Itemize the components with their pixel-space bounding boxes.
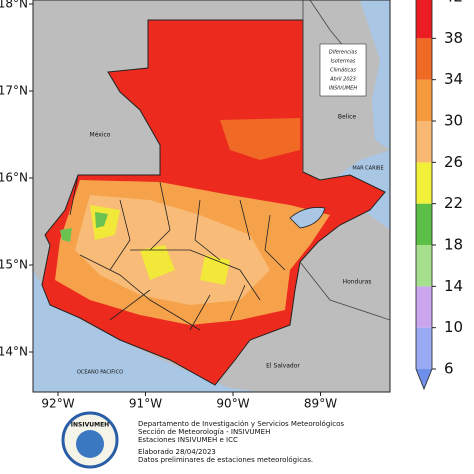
colorbar-label: 14 — [444, 277, 463, 295]
place-label: MAR CARIBE — [352, 166, 383, 172]
place-label: Belice — [338, 114, 356, 121]
colorbar-label: 42 — [444, 0, 463, 6]
colorbar-under — [416, 369, 432, 389]
colorbar-segment — [416, 38, 432, 80]
legend-box-text: Climáticas — [330, 67, 356, 74]
colorbar-label: 10 — [444, 318, 463, 336]
caribbean-sea-north — [360, 0, 390, 150]
lon-label: 92°W — [41, 397, 74, 411]
colorbar-segment — [416, 286, 432, 328]
colorbar-label: 18 — [444, 236, 463, 254]
temperature-zone — [60, 212, 108, 242]
colorbar-segment — [416, 327, 432, 369]
map-frame — [32, 0, 391, 393]
colorbar-segment — [416, 0, 432, 39]
lake-izabal — [289, 207, 326, 229]
colorbar-segment — [416, 245, 432, 287]
lat-label: 17°N — [0, 84, 28, 98]
pacific-ocean — [33, 270, 260, 392]
colorbar-label: 30 — [444, 112, 463, 130]
place-label: México — [90, 132, 111, 139]
colorbar-segment — [416, 203, 432, 245]
colorbar-label: 38 — [444, 29, 463, 47]
colorbar-segment — [416, 162, 432, 204]
footer-line: Estaciones INSIVUMEH e ICC — [138, 436, 238, 444]
footer-line: Datos preliminares de estaciones meteoro… — [138, 456, 313, 464]
lat-label: 15°N — [0, 258, 28, 272]
logo-text: INSIVUMEH — [71, 422, 109, 429]
place-label: El Salvador — [266, 363, 300, 370]
lat-label: 18°N — [0, 0, 28, 11]
temperature-zone — [220, 118, 300, 160]
lat-label: 14°N — [0, 345, 28, 359]
footer-line: Sección de Meteorología - INSIVUMEH — [138, 428, 270, 436]
footer-line: Departamento de Investigación y Servicio… — [138, 420, 344, 428]
department-borders — [69, 174, 286, 331]
country-borders — [299, 0, 390, 321]
colorbar-label: 22 — [444, 194, 463, 212]
place-label: Honduras — [343, 279, 372, 286]
lat-label: 16°N — [0, 171, 28, 185]
lon-label: 91°W — [129, 397, 162, 411]
colorbar-label: 34 — [444, 70, 463, 88]
temperature-zone — [90, 205, 230, 285]
colorbar-label: 6 — [444, 360, 454, 378]
colorbar-label: 26 — [444, 153, 463, 171]
colorbar: 6 10 14 18 22 26 30 34 38 42 — [415, 0, 463, 391]
map-area — [33, 0, 390, 392]
colorbar-segment — [416, 121, 432, 163]
footer: INSIVUMEH Departamento de Investigación y… — [61, 411, 344, 469]
logo-globe — [76, 430, 104, 458]
legend-box-text: Isotermas — [331, 59, 356, 65]
footer-line: Elaborado 28/04/2023 — [138, 448, 216, 456]
colorbar-segment — [416, 79, 432, 121]
place-label: OCEANO PACIFICO — [77, 370, 123, 376]
legend-box-text: Diferencias — [329, 50, 358, 56]
lon-label: 90°W — [216, 397, 249, 411]
lon-label: 89°W — [304, 397, 337, 411]
legend-box — [319, 43, 367, 97]
legend-box-text: Abril 2023 — [329, 77, 356, 83]
legend-box-text: INSIVUMEH — [329, 86, 357, 92]
